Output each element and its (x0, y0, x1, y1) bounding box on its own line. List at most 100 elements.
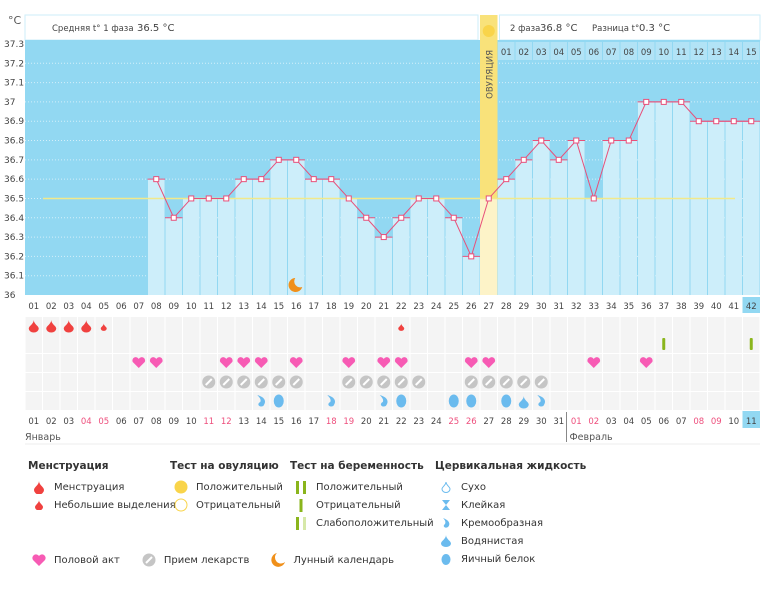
day-cell[interactable] (445, 354, 463, 372)
day-cell[interactable] (568, 354, 585, 372)
day-cell[interactable] (743, 373, 760, 391)
day-cell[interactable] (603, 373, 620, 391)
day-cell[interactable] (725, 373, 743, 391)
cycle-day-label[interactable]: 11 (203, 302, 214, 312)
day-cell[interactable] (410, 392, 428, 410)
day-cell[interactable] (480, 317, 498, 335)
day-cell[interactable] (480, 392, 498, 410)
day-cell[interactable] (165, 317, 183, 335)
day-cell[interactable] (60, 335, 78, 353)
cycle-day-label[interactable]: 37 (658, 302, 669, 312)
day-cell[interactable] (358, 392, 375, 410)
day-cell[interactable] (183, 317, 200, 335)
cycle-day-label[interactable]: 16 (291, 302, 302, 312)
day-cell[interactable] (60, 354, 78, 372)
day-cell[interactable] (673, 317, 690, 335)
day-cell[interactable] (498, 354, 515, 372)
day-cell[interactable] (253, 335, 270, 353)
cycle-day-label[interactable]: 24 (431, 302, 442, 312)
day-cell[interactable] (725, 392, 743, 410)
day-cell[interactable] (375, 317, 393, 335)
day-cell[interactable] (323, 317, 340, 335)
day-cell[interactable] (25, 392, 43, 410)
day-cell[interactable] (270, 354, 288, 372)
date-label[interactable]: 01 (571, 417, 582, 427)
cycle-day-label[interactable]: 25 (448, 302, 459, 312)
day-cell[interactable] (270, 335, 288, 353)
cycle-day-label[interactable]: 05 (98, 302, 109, 312)
day-cell[interactable] (78, 373, 95, 391)
day-cell[interactable] (428, 354, 445, 372)
date-label[interactable]: 29 (518, 417, 529, 427)
cycle-day-label[interactable]: 21 (378, 302, 389, 312)
cycle-day-label[interactable]: 31 (553, 302, 564, 312)
day-cell[interactable] (305, 317, 323, 335)
day-cell[interactable] (603, 317, 620, 335)
day-cell[interactable] (428, 373, 445, 391)
day-cell[interactable] (568, 335, 585, 353)
day-cell[interactable] (113, 354, 130, 372)
day-cell[interactable] (218, 392, 235, 410)
cycle-day-label[interactable]: 23 (413, 302, 424, 312)
day-cell[interactable] (550, 317, 568, 335)
day-cell[interactable] (638, 335, 655, 353)
day-cell[interactable] (130, 392, 148, 410)
cycle-day-label[interactable]: 38 (676, 302, 687, 312)
date-label[interactable]: 03 (63, 417, 74, 427)
cycle-day-label[interactable]: 29 (518, 302, 529, 312)
date-label[interactable]: 04 (623, 417, 634, 427)
day-cell[interactable] (690, 354, 708, 372)
day-cell[interactable] (620, 354, 638, 372)
cycle-day-label[interactable]: 04 (81, 302, 92, 312)
date-label[interactable]: 01 (28, 417, 39, 427)
date-label[interactable]: 10 (728, 417, 739, 427)
date-label[interactable]: 05 (641, 417, 652, 427)
day-cell[interactable] (43, 354, 60, 372)
day-cell[interactable] (305, 354, 323, 372)
day-cell[interactable] (743, 317, 760, 335)
day-cell[interactable] (200, 317, 218, 335)
day-cell[interactable] (358, 335, 375, 353)
day-cell[interactable] (130, 317, 148, 335)
day-cell[interactable] (655, 392, 673, 410)
day-cell[interactable] (673, 354, 690, 372)
date-label[interactable]: 20 (361, 417, 372, 427)
cycle-day-label[interactable]: 33 (588, 302, 599, 312)
day-cell[interactable] (410, 354, 428, 372)
day-cell[interactable] (113, 373, 130, 391)
date-label[interactable]: 17 (308, 417, 319, 427)
date-label[interactable]: 21 (378, 417, 389, 427)
date-label[interactable]: 13 (238, 417, 249, 427)
day-cell[interactable] (498, 317, 515, 335)
date-label[interactable]: 22 (396, 417, 407, 427)
day-cell[interactable] (690, 317, 708, 335)
date-label[interactable]: 02 (46, 417, 57, 427)
day-cell[interactable] (550, 335, 568, 353)
cycle-day-label[interactable]: 22 (396, 302, 407, 312)
cycle-day-label[interactable]: 06 (116, 302, 127, 312)
day-cell[interactable] (638, 392, 655, 410)
cycle-day-label[interactable]: 40 (711, 302, 722, 312)
date-label[interactable]: 05 (98, 417, 109, 427)
day-cell[interactable] (533, 317, 550, 335)
cycle-day-label[interactable]: 20 (361, 302, 372, 312)
day-cell[interactable] (305, 392, 323, 410)
day-cell[interactable] (95, 354, 113, 372)
day-cell[interactable] (620, 317, 638, 335)
day-cell[interactable] (445, 373, 463, 391)
day-cell[interactable] (515, 354, 533, 372)
day-cell[interactable] (550, 354, 568, 372)
cycle-day-label[interactable]: 13 (238, 302, 249, 312)
cycle-day-label[interactable]: 36 (641, 302, 652, 312)
day-cell[interactable] (655, 354, 673, 372)
day-cell[interactable] (725, 317, 743, 335)
cycle-day-label[interactable]: 34 (606, 302, 617, 312)
date-label[interactable]: 06 (116, 417, 127, 427)
day-cell[interactable] (148, 317, 165, 335)
day-cell[interactable] (673, 335, 690, 353)
date-label[interactable]: 25 (448, 417, 459, 427)
cycle-day-label[interactable]: 32 (571, 302, 582, 312)
cycle-day-label[interactable]: 12 (221, 302, 232, 312)
day-cell[interactable] (655, 317, 673, 335)
date-label[interactable]: 03 (606, 417, 617, 427)
